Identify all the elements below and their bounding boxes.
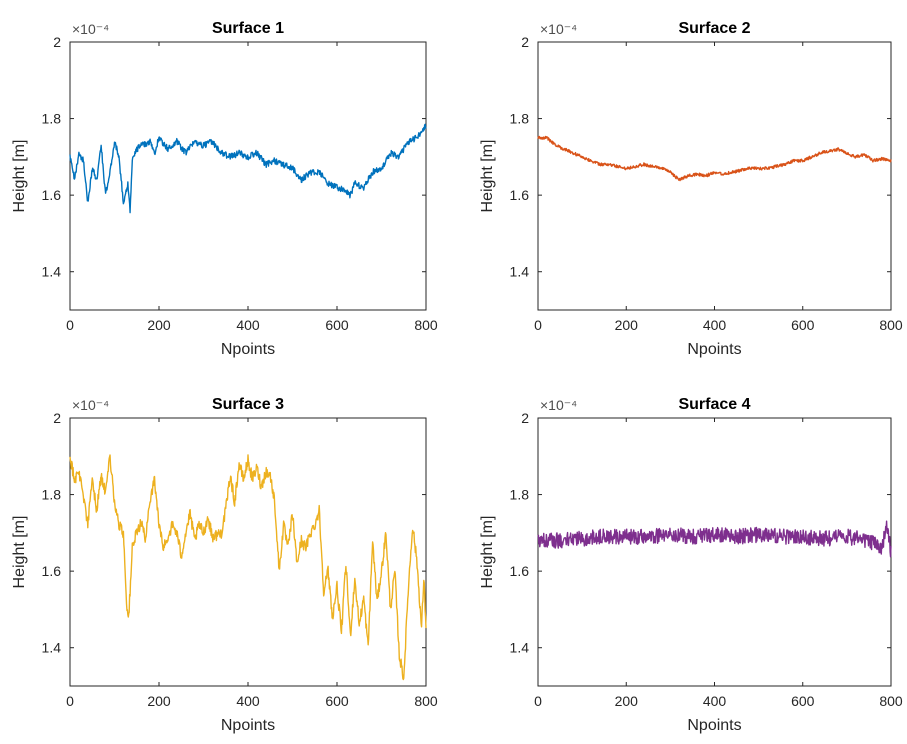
y-tick-label: 2: [521, 34, 529, 50]
y-tick-label: 1.6: [42, 187, 62, 203]
plot-area: [69, 41, 427, 311]
chart-title: Surface 4: [678, 396, 750, 413]
x-axis-label: Npoints: [687, 341, 741, 358]
x-tick-label: 200: [615, 317, 639, 333]
x-tick-label: 200: [615, 693, 639, 709]
x-tick-label: 600: [791, 317, 815, 333]
y-tick-label: 1.4: [510, 640, 530, 656]
x-tick-label: 800: [414, 317, 438, 333]
y-axis-label: Height [m]: [11, 140, 28, 213]
y-tick-label: 1.4: [42, 264, 62, 280]
x-tick-label: 0: [66, 693, 74, 709]
plot-area: [537, 417, 892, 687]
x-axis-label: Npoints: [221, 717, 275, 734]
y-tick-label: 1.6: [510, 563, 530, 579]
y-tick-label: 1.8: [510, 487, 530, 503]
x-tick-label: 400: [236, 693, 260, 709]
x-tick-label: 600: [791, 693, 815, 709]
y-tick-label: 1.6: [510, 187, 530, 203]
subplot-surface-3: 0 200 400 600 800 1.4 1.6 1.8 2 ×10⁻⁴ Surface 3 Npo…: [11, 396, 438, 734]
x-tick-label: 0: [66, 317, 74, 333]
x-tick-label: 0: [534, 693, 542, 709]
y-exponent-label: ×10⁻⁴: [540, 397, 577, 413]
y-tick-label: 1.8: [510, 111, 530, 127]
y-axis-label: Height [m]: [479, 516, 496, 589]
y-tick-label: 1.8: [42, 111, 62, 127]
y-tick-label: 2: [53, 410, 61, 426]
series-line: [537, 135, 892, 182]
subplot-surface-2: 0 200 400 600 800 1.4 1.6 1.8 2 ×10⁻⁴ Surface 2 Npo…: [479, 20, 903, 358]
y-tick-label: 2: [521, 410, 529, 426]
series-line: [69, 123, 427, 214]
chart-title: Surface 2: [678, 20, 750, 37]
y-tick-label: 2: [53, 34, 61, 50]
y-tick-label: 1.4: [42, 640, 62, 656]
plot-area: [537, 41, 892, 311]
y-tick-label: 1.8: [42, 487, 62, 503]
subplot-surface-4: 0 200 400 600 800 1.4 1.6 1.8 2 ×10⁻⁴ Surface 4 Npo…: [479, 396, 903, 734]
chart-title: Surface 3: [212, 396, 284, 413]
x-tick-label: 800: [414, 693, 438, 709]
x-tick-label: 200: [147, 317, 171, 333]
x-axis-label: Npoints: [687, 717, 741, 734]
y-exponent-label: ×10⁻⁴: [540, 21, 577, 37]
x-tick-label: 0: [534, 317, 542, 333]
chart-title: Surface 1: [212, 20, 284, 37]
y-exponent-label: ×10⁻⁴: [72, 21, 109, 37]
x-tick-label: 400: [703, 317, 727, 333]
subplot-surface-1: 0 200 400 600 800 1.4 1.6 1.8 2 ×10⁻⁴ Surface 1 Npo…: [11, 20, 438, 358]
x-tick-label: 800: [879, 693, 903, 709]
y-axis-label: Height [m]: [479, 140, 496, 213]
x-tick-label: 600: [325, 693, 349, 709]
y-tick-label: 1.6: [42, 563, 62, 579]
series-line: [537, 520, 892, 558]
x-tick-label: 400: [236, 317, 260, 333]
series-line: [69, 454, 427, 681]
x-tick-label: 400: [703, 693, 727, 709]
x-axis-label: Npoints: [221, 341, 275, 358]
y-tick-label: 1.4: [510, 264, 530, 280]
x-tick-label: 800: [879, 317, 903, 333]
y-axis-label: Height [m]: [11, 516, 28, 589]
x-tick-label: 200: [147, 693, 171, 709]
x-tick-label: 600: [325, 317, 349, 333]
y-exponent-label: ×10⁻⁴: [72, 397, 109, 413]
